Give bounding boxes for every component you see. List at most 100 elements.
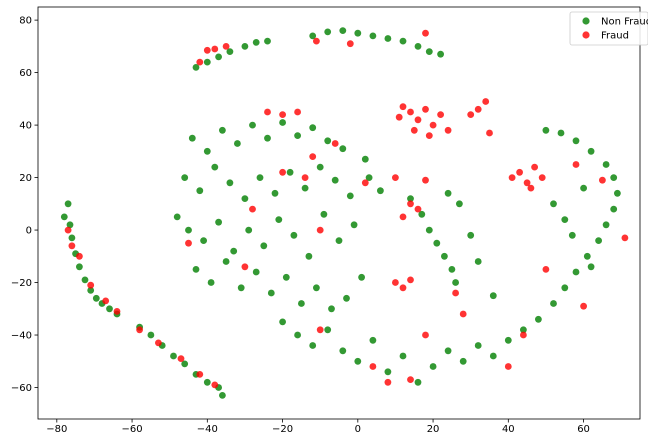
series-0 [60, 27, 621, 399]
x-tick-label: −40 [197, 424, 218, 432]
data-point [181, 360, 189, 368]
axes-layer: −80 −60 −40 −20 0 20 40 60 −60 −40 −20 0 20 40 60 80 [11, 6, 641, 435]
data-point [215, 53, 223, 61]
data-point [527, 184, 535, 192]
y-tick-label: 60 [19, 68, 32, 79]
data-point [361, 179, 369, 187]
data-point [456, 200, 463, 208]
data-point [170, 352, 177, 360]
data-point [335, 237, 343, 245]
data-point [245, 226, 253, 234]
data-point [542, 126, 550, 134]
data-point [76, 252, 83, 260]
data-point [350, 221, 358, 229]
series-1 [64, 29, 629, 389]
data-point [384, 378, 392, 386]
data-point [557, 129, 565, 137]
data-point [365, 174, 373, 182]
data-point [241, 43, 249, 50]
data-point [474, 105, 482, 113]
data-point [459, 357, 467, 365]
data-point [76, 263, 83, 271]
data-point [392, 174, 399, 182]
data-point [599, 176, 606, 184]
y-tick-label: 0 [26, 226, 32, 237]
data-point [211, 163, 219, 171]
data-point [279, 168, 286, 176]
data-point [422, 176, 429, 184]
data-point [583, 252, 591, 260]
data-point [313, 37, 320, 45]
data-point [369, 363, 377, 370]
data-point [264, 134, 271, 142]
data-point [425, 226, 433, 234]
data-point [339, 347, 347, 355]
data-point [407, 376, 414, 383]
data-point [361, 155, 369, 163]
data-point [459, 310, 467, 318]
data-point [226, 179, 234, 187]
data-point [331, 140, 339, 147]
data-point [354, 357, 362, 365]
data-point [595, 237, 602, 245]
y-tick-label: 80 [19, 16, 32, 27]
data-point [64, 200, 72, 208]
data-point [185, 239, 192, 247]
data-point [309, 153, 317, 161]
data-point [572, 268, 580, 276]
data-point [230, 247, 238, 255]
data-point [211, 45, 219, 53]
data-point [422, 29, 429, 37]
data-point [535, 315, 542, 323]
data-point [429, 363, 437, 370]
data-point [610, 174, 618, 182]
data-point [294, 108, 301, 116]
legend-label: Fraud [601, 31, 629, 42]
y-tick-label: −20 [11, 278, 32, 289]
data-point [320, 210, 328, 218]
data-point [407, 195, 414, 203]
data-point [203, 147, 211, 155]
data-point [572, 137, 580, 145]
data-point [550, 200, 557, 208]
data-point [196, 187, 204, 195]
y-tick-label: −60 [11, 383, 32, 394]
data-point [602, 221, 610, 229]
data-point [422, 105, 429, 113]
data-point [572, 161, 580, 168]
data-point [136, 326, 144, 334]
data-point [256, 174, 264, 182]
data-point [211, 381, 219, 389]
data-point [222, 258, 230, 265]
data-point [234, 140, 241, 147]
data-point [267, 289, 275, 297]
data-point [207, 279, 215, 286]
data-point [309, 124, 317, 132]
data-point [452, 279, 459, 286]
data-point [324, 326, 332, 334]
data-point [523, 179, 531, 187]
data-point [414, 205, 422, 213]
data-point [580, 184, 587, 192]
data-point [249, 121, 256, 129]
y-tick-label: 20 [19, 173, 32, 184]
data-point [309, 342, 317, 349]
data-point [399, 213, 407, 221]
data-point [339, 145, 347, 153]
data-point [64, 226, 72, 234]
data-point [531, 163, 538, 171]
x-tick-label: 40 [502, 424, 515, 432]
data-point [610, 205, 618, 213]
x-tick-label: −20 [272, 424, 293, 432]
data-point [550, 300, 557, 307]
data-point [429, 121, 437, 129]
data-point [305, 252, 313, 260]
data-point [249, 205, 256, 213]
data-point [410, 126, 418, 134]
data-point [414, 378, 422, 386]
data-point [614, 189, 621, 197]
data-point [425, 132, 433, 140]
data-point [68, 242, 76, 250]
data-point [414, 116, 422, 124]
